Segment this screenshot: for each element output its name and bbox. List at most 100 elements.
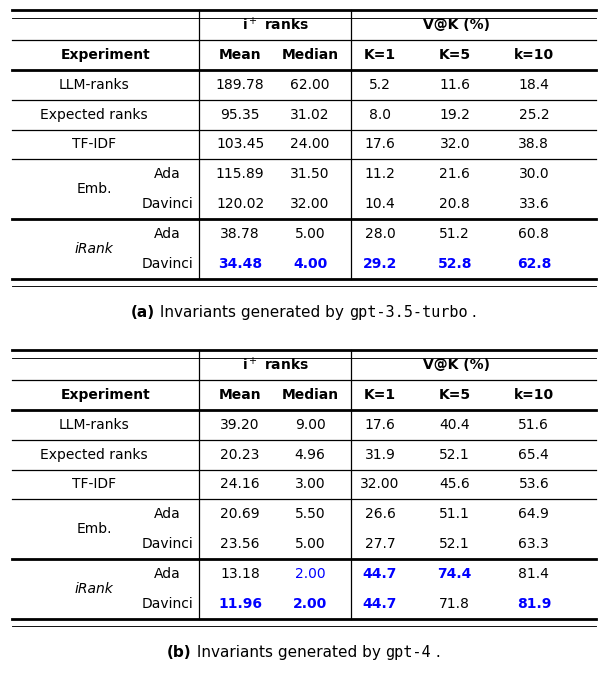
Text: 3.00: 3.00 bbox=[295, 477, 325, 492]
Text: 20.69: 20.69 bbox=[220, 507, 260, 522]
Text: 40.4: 40.4 bbox=[440, 418, 470, 432]
Text: 17.6: 17.6 bbox=[365, 418, 395, 432]
Text: Emb.: Emb. bbox=[77, 522, 112, 537]
Text: 44.7: 44.7 bbox=[363, 597, 397, 611]
Text: 53.6: 53.6 bbox=[519, 477, 549, 492]
Text: 4.96: 4.96 bbox=[295, 447, 325, 462]
Text: 81.9: 81.9 bbox=[517, 597, 551, 611]
Text: 115.89: 115.89 bbox=[216, 167, 264, 182]
Text: 31.50: 31.50 bbox=[291, 167, 330, 182]
Text: 95.35: 95.35 bbox=[221, 107, 260, 122]
Text: 62.00: 62.00 bbox=[291, 78, 330, 92]
Text: 60.8: 60.8 bbox=[519, 227, 549, 241]
Text: K=1: K=1 bbox=[364, 48, 396, 62]
Text: 38.78: 38.78 bbox=[220, 227, 260, 241]
Text: 32.00: 32.00 bbox=[361, 477, 399, 492]
Text: 5.50: 5.50 bbox=[295, 507, 325, 522]
Text: i$^+$ ranks: i$^+$ ranks bbox=[241, 16, 309, 34]
Text: 4.00: 4.00 bbox=[293, 257, 327, 271]
Text: 31.02: 31.02 bbox=[291, 107, 330, 122]
Text: 31.9: 31.9 bbox=[365, 447, 395, 462]
Text: iRank: iRank bbox=[75, 242, 114, 256]
Text: 45.6: 45.6 bbox=[440, 477, 470, 492]
Text: 26.6: 26.6 bbox=[365, 507, 395, 522]
Text: Experiment: Experiment bbox=[61, 48, 151, 62]
Text: 24.00: 24.00 bbox=[291, 137, 330, 152]
Text: Mean: Mean bbox=[219, 48, 261, 62]
Text: 29.2: 29.2 bbox=[363, 257, 397, 271]
Text: 34.48: 34.48 bbox=[218, 257, 262, 271]
Text: 51.2: 51.2 bbox=[440, 227, 470, 241]
Text: 23.56: 23.56 bbox=[221, 537, 260, 551]
Text: K=5: K=5 bbox=[439, 388, 471, 402]
Text: 81.4: 81.4 bbox=[519, 567, 549, 581]
Text: Expected ranks: Expected ranks bbox=[40, 447, 148, 462]
Text: k=10: k=10 bbox=[514, 48, 554, 62]
Text: Ada: Ada bbox=[154, 227, 181, 241]
Text: Experiment: Experiment bbox=[61, 388, 151, 402]
Text: 9.00: 9.00 bbox=[295, 418, 325, 432]
Text: 11.6: 11.6 bbox=[440, 78, 470, 92]
Text: 8.0: 8.0 bbox=[369, 107, 391, 122]
Text: K=5: K=5 bbox=[439, 48, 471, 62]
Text: 11.2: 11.2 bbox=[365, 167, 395, 182]
Text: 20.23: 20.23 bbox=[221, 447, 260, 462]
Text: Ada: Ada bbox=[154, 507, 181, 522]
Text: 2.00: 2.00 bbox=[293, 597, 327, 611]
Text: 64.9: 64.9 bbox=[519, 507, 549, 522]
Text: TF-IDF: TF-IDF bbox=[72, 137, 116, 152]
Text: 17.6: 17.6 bbox=[365, 137, 395, 152]
Text: Davinci: Davinci bbox=[141, 597, 193, 611]
Text: 39.20: 39.20 bbox=[221, 418, 260, 432]
Text: 71.8: 71.8 bbox=[440, 597, 470, 611]
Text: Median: Median bbox=[282, 388, 339, 402]
Text: 38.8: 38.8 bbox=[519, 137, 549, 152]
Text: K=1: K=1 bbox=[364, 388, 396, 402]
Text: V@K (%): V@K (%) bbox=[423, 18, 491, 32]
Text: (b): (b) bbox=[167, 645, 192, 660]
Text: 51.6: 51.6 bbox=[519, 418, 549, 432]
Text: Ada: Ada bbox=[154, 167, 181, 182]
Text: 52.8: 52.8 bbox=[438, 257, 472, 271]
Text: 52.1: 52.1 bbox=[440, 447, 470, 462]
Text: 44.7: 44.7 bbox=[363, 567, 397, 581]
Text: 5.00: 5.00 bbox=[295, 227, 325, 241]
Text: 21.6: 21.6 bbox=[440, 167, 470, 182]
Text: 2.00: 2.00 bbox=[295, 567, 325, 581]
Text: 120.02: 120.02 bbox=[216, 197, 264, 211]
Text: k=10: k=10 bbox=[514, 388, 554, 402]
Text: 5.2: 5.2 bbox=[369, 78, 391, 92]
Text: Davinci: Davinci bbox=[141, 197, 193, 211]
Text: .: . bbox=[431, 645, 441, 660]
Text: Invariants generated by: Invariants generated by bbox=[192, 645, 385, 660]
Text: 32.0: 32.0 bbox=[440, 137, 470, 152]
Text: 103.45: 103.45 bbox=[216, 137, 264, 152]
Text: 11.96: 11.96 bbox=[218, 597, 262, 611]
Text: 65.4: 65.4 bbox=[519, 447, 549, 462]
Text: Emb.: Emb. bbox=[77, 182, 112, 197]
Text: 27.7: 27.7 bbox=[365, 537, 395, 551]
Text: LLM-ranks: LLM-ranks bbox=[59, 418, 130, 432]
Text: 19.2: 19.2 bbox=[440, 107, 470, 122]
Text: 13.18: 13.18 bbox=[220, 567, 260, 581]
Text: 30.0: 30.0 bbox=[519, 167, 549, 182]
Text: 32.00: 32.00 bbox=[291, 197, 330, 211]
Text: 18.4: 18.4 bbox=[519, 78, 549, 92]
Text: 74.4: 74.4 bbox=[438, 567, 472, 581]
Text: LLM-ranks: LLM-ranks bbox=[59, 78, 130, 92]
Text: Median: Median bbox=[282, 48, 339, 62]
Text: iRank: iRank bbox=[75, 582, 114, 596]
Text: Davinci: Davinci bbox=[141, 537, 193, 551]
Text: 63.3: 63.3 bbox=[519, 537, 549, 551]
Text: Mean: Mean bbox=[219, 388, 261, 402]
Text: gpt-3.5-turbo: gpt-3.5-turbo bbox=[349, 305, 468, 320]
Text: 10.4: 10.4 bbox=[365, 197, 395, 211]
Text: 33.6: 33.6 bbox=[519, 197, 549, 211]
Text: 25.2: 25.2 bbox=[519, 107, 549, 122]
Text: 5.00: 5.00 bbox=[295, 537, 325, 551]
Text: 62.8: 62.8 bbox=[517, 257, 551, 271]
Text: .: . bbox=[468, 305, 477, 320]
Text: TF-IDF: TF-IDF bbox=[72, 477, 116, 492]
Text: 51.1: 51.1 bbox=[440, 507, 470, 522]
Text: (a): (a) bbox=[131, 305, 155, 320]
